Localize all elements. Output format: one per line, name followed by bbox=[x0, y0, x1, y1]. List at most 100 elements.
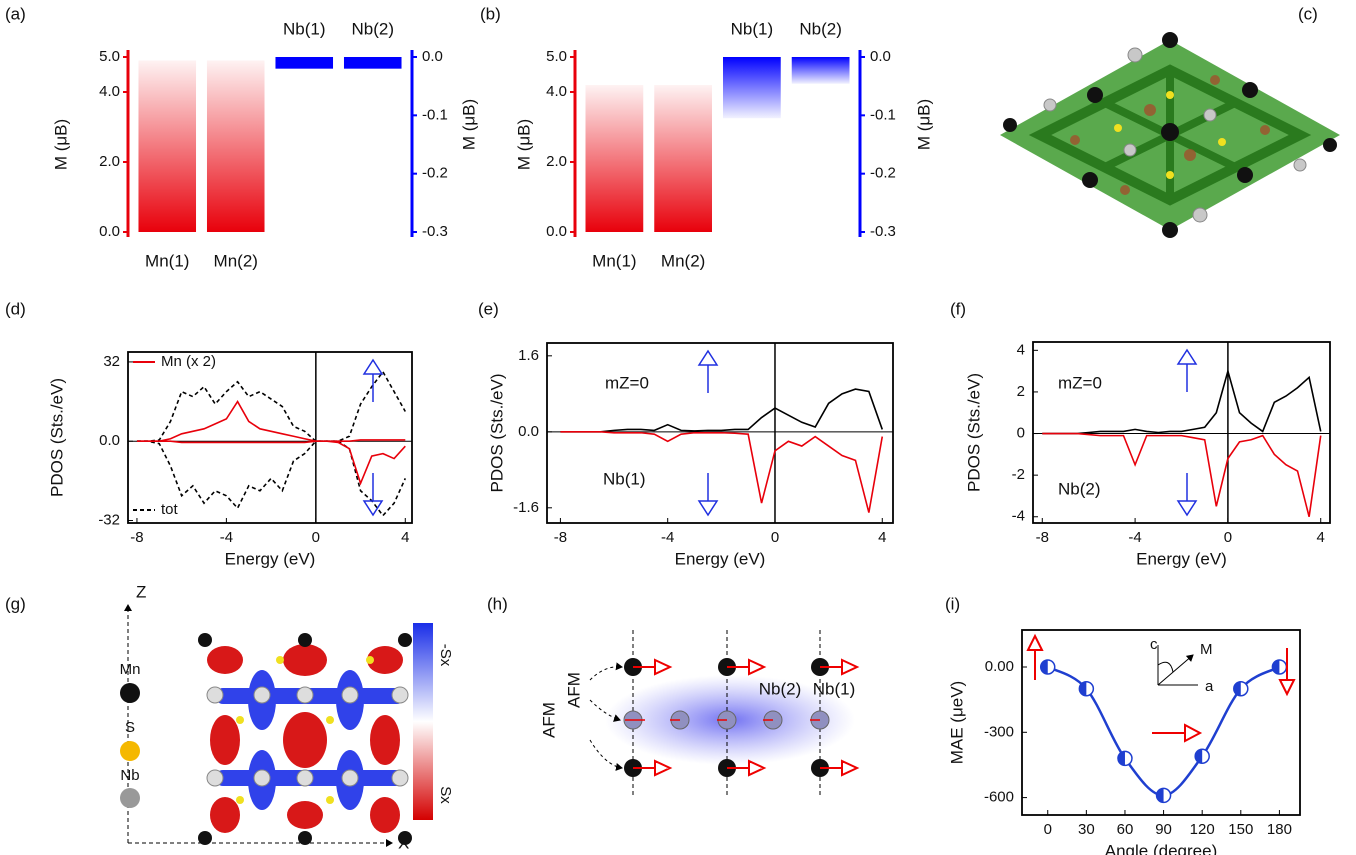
spin-config-h: (h) AFM AFM Nb(2) Nb(1) bbox=[487, 594, 860, 795]
annotation: Nb(1) bbox=[603, 469, 646, 488]
inset-axes bbox=[1157, 645, 1198, 686]
y-tick-label: -4 bbox=[1012, 508, 1025, 525]
point-half bbox=[1195, 749, 1203, 764]
x-tick-label: 180 bbox=[1267, 821, 1292, 838]
y2-tick-label: -0.2 bbox=[422, 165, 448, 182]
x-tick-label: 4 bbox=[878, 529, 886, 546]
annotation: AFM bbox=[539, 702, 558, 738]
bar bbox=[723, 57, 781, 119]
x-tick-label: Nb(1) bbox=[731, 19, 774, 38]
y-tick-label: -600 bbox=[984, 789, 1014, 806]
y-tick-label: 1.6 bbox=[518, 347, 539, 364]
inset-label: c bbox=[1150, 636, 1158, 653]
structure-c: (c) bbox=[1000, 4, 1340, 238]
x-tick-label: -8 bbox=[554, 529, 567, 546]
series-line bbox=[560, 388, 884, 433]
panel: (d) -32 0.0 32 -8 -4 0 4 Energy (eV) PDOS (Sts./e… bbox=[5, 299, 413, 568]
dir-arrow bbox=[1278, 648, 1296, 697]
plot-frame bbox=[546, 342, 894, 524]
annotation: Nb(2) bbox=[759, 679, 802, 698]
panel-label: (i) bbox=[945, 594, 960, 613]
x-axis-label: Energy (eV) bbox=[1136, 549, 1227, 568]
point-half bbox=[1079, 681, 1087, 696]
point-half bbox=[1233, 681, 1241, 696]
y-tick-label: -1.6 bbox=[513, 499, 539, 516]
x-tick-label: 30 bbox=[1078, 821, 1095, 838]
plot-frame bbox=[127, 351, 413, 524]
bar bbox=[275, 57, 334, 69]
series-line bbox=[560, 431, 884, 513]
y2-tick-label: 0.0 bbox=[422, 48, 443, 65]
x-tick-label: 0 bbox=[312, 529, 320, 546]
legend-label: Mn (x 2) bbox=[161, 353, 216, 370]
panel-label: (c) bbox=[1298, 4, 1318, 23]
x-tick-label: -8 bbox=[130, 529, 143, 546]
annotation: mZ=0 bbox=[1058, 373, 1102, 392]
x-tick-label: 4 bbox=[401, 529, 409, 546]
y2-tick-label: -0.1 bbox=[870, 106, 896, 123]
y-tick-label: 2 bbox=[1017, 383, 1025, 400]
y-axis-label: PDOS (Sts./eV) bbox=[47, 378, 66, 497]
y-tick-label: 2.0 bbox=[99, 153, 120, 170]
dir-arrow bbox=[1026, 633, 1044, 680]
annotation: Nb(2) bbox=[1058, 479, 1101, 498]
bar bbox=[138, 60, 197, 232]
panel-label: (a) bbox=[5, 4, 26, 23]
series-line bbox=[1042, 368, 1322, 435]
y2-tick-label: -0.1 bbox=[422, 106, 448, 123]
x-tick-label: Mn(1) bbox=[145, 251, 189, 270]
y-tick-label: 0.0 bbox=[99, 223, 120, 240]
inset-label: M bbox=[1200, 641, 1213, 658]
spin-arrow bbox=[1176, 473, 1198, 517]
inset-label: a bbox=[1205, 678, 1214, 695]
y-tick-label: 32 bbox=[103, 353, 120, 370]
series-line bbox=[136, 370, 406, 443]
y-tick-label: 0.0 bbox=[546, 223, 567, 240]
x-tick-label: 0 bbox=[1224, 529, 1232, 546]
x-tick-label: 60 bbox=[1117, 821, 1134, 838]
panel: (e) -1.6 0.0 1.6 -8 -4 0 4 Energy (eV) PDOS (Sts.… bbox=[478, 299, 894, 568]
x-tick-label: 150 bbox=[1228, 821, 1253, 838]
bar bbox=[585, 85, 644, 232]
y-axis-label: M (μB) bbox=[514, 119, 533, 170]
x-tick-label: Mn(2) bbox=[661, 251, 705, 270]
x-tick-label: 120 bbox=[1190, 821, 1215, 838]
panel-label: (f) bbox=[950, 299, 966, 318]
plot-frame bbox=[1032, 341, 1331, 524]
y-tick-label: 4.0 bbox=[99, 83, 120, 100]
x-axis-label: Energy (eV) bbox=[225, 549, 316, 568]
annotation: mZ=0 bbox=[605, 373, 649, 392]
x-tick-label: Nb(2) bbox=[351, 19, 394, 38]
y2-tick-label: 0.0 bbox=[870, 48, 891, 65]
y-tick-label: 4.0 bbox=[546, 83, 567, 100]
y-axis-label: PDOS (Sts./eV) bbox=[964, 373, 983, 492]
point-half bbox=[1272, 660, 1280, 674]
y-tick-label: 2.0 bbox=[546, 153, 567, 170]
y2-axis-label: M (μB) bbox=[914, 99, 933, 150]
spin-density-g: (g) Z X Mn S Nb -Sx Sx bbox=[5, 582, 454, 852]
y-tick-label: -32 bbox=[98, 511, 120, 528]
plot-frame bbox=[1021, 629, 1301, 816]
panel: (i) -600 -300 0.00 0 30 60 90 120 150 180 Angle (de… bbox=[945, 594, 1301, 855]
y2-axis-label: M (μB) bbox=[459, 99, 478, 150]
x-tick-label: Mn(1) bbox=[592, 251, 636, 270]
bar bbox=[206, 60, 265, 232]
point-half bbox=[1156, 788, 1164, 803]
x-tick-label: 0 bbox=[771, 529, 779, 546]
y-axis-label: M (μB) bbox=[51, 119, 70, 170]
spin-arrow bbox=[1176, 348, 1198, 392]
x-tick-label: -4 bbox=[661, 529, 674, 546]
series-line bbox=[136, 400, 406, 443]
series-line bbox=[1042, 432, 1322, 517]
panel-label: (g) bbox=[5, 594, 26, 613]
bar bbox=[791, 57, 850, 84]
panel: (b) 0.0 2.0 4.0 5.0 -0.3 -0.2 -0.1 0.0 M (μB) M (μ… bbox=[480, 4, 933, 270]
panel-label: (d) bbox=[5, 299, 26, 318]
y-axis-label: PDOS (Sts./eV) bbox=[487, 373, 506, 492]
legend-label: tot bbox=[161, 501, 179, 518]
inset-angle bbox=[1157, 661, 1174, 673]
legend-label: Mn bbox=[120, 661, 141, 678]
annotation: Nb(1) bbox=[813, 679, 856, 698]
series-line bbox=[136, 440, 406, 486]
